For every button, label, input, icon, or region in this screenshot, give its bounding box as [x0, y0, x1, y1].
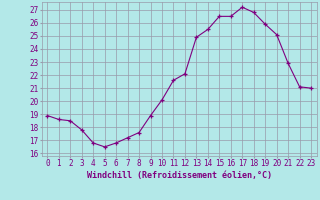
X-axis label: Windchill (Refroidissement éolien,°C): Windchill (Refroidissement éolien,°C) [87, 171, 272, 180]
